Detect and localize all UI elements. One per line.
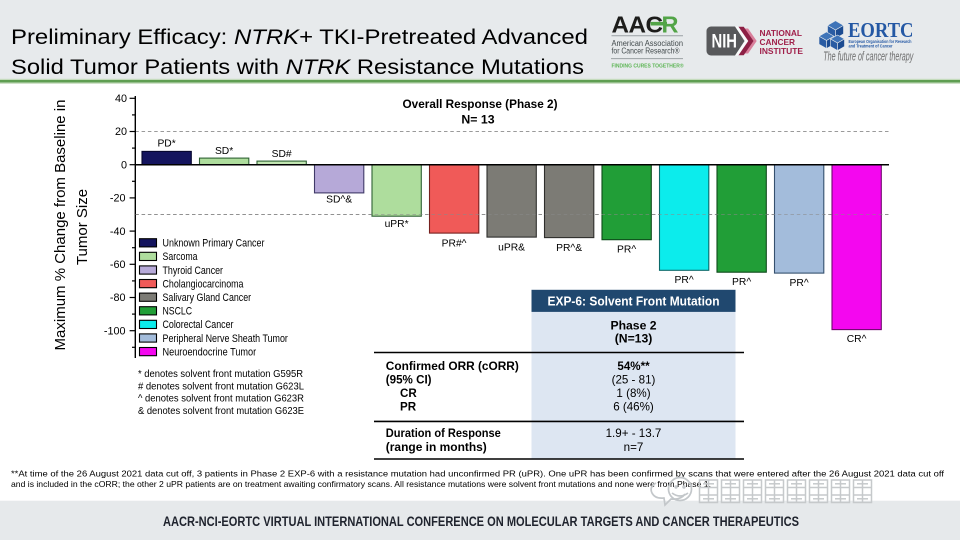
svg-text:R: R <box>662 11 679 37</box>
svg-text:The future of cancer therapy: The future of cancer therapy <box>823 50 913 64</box>
svg-text:# denotes solvent front mutati: # denotes solvent front mutation G623L <box>138 381 304 392</box>
svg-text:^ denotes solvent front mutati: ^ denotes solvent front mutation G623R <box>138 394 304 405</box>
svg-text:& denotes solvent front mutati: & denotes solvent front mutation G623E <box>138 406 304 417</box>
svg-text:EXP-6: Solvent Front Mutation: EXP-6: Solvent Front Mutation <box>548 295 720 309</box>
svg-text:INSTITUTE: INSTITUTE <box>760 47 804 56</box>
svg-text:PR#^: PR#^ <box>442 239 467 250</box>
svg-text:-100: -100 <box>104 325 126 337</box>
svg-text:Duration of Response: Duration of Response <box>386 427 502 440</box>
svg-text:Colorectal Cancer: Colorectal Cancer <box>163 319 234 331</box>
svg-text:PR^&: PR^& <box>556 243 582 254</box>
svg-text:-40: -40 <box>110 226 126 238</box>
svg-text:Tumor Size: Tumor Size <box>74 189 91 265</box>
svg-text:CR: CR <box>400 387 417 400</box>
svg-text:Salivary Gland Cancer: Salivary Gland Cancer <box>163 292 252 304</box>
svg-text:6 (46%): 6 (46%) <box>613 401 654 414</box>
svg-text:PR: PR <box>400 401 417 414</box>
svg-text:(95% CI): (95% CI) <box>386 373 432 386</box>
svg-text:EORTC: EORTC <box>848 18 914 42</box>
svg-text:* denotes solvent front mutati: * denotes solvent front mutation G595R <box>138 369 303 380</box>
svg-text:(range in months): (range in months) <box>386 441 487 454</box>
svg-text:PR^: PR^ <box>732 277 751 288</box>
svg-text:(25 - 81): (25 - 81) <box>612 373 656 386</box>
svg-text:PR^: PR^ <box>790 278 809 289</box>
svg-text:0: 0 <box>121 159 127 171</box>
svg-text:Neuroendocrine Tumor: Neuroendocrine Tumor <box>163 346 257 358</box>
svg-text:54%**: 54%** <box>617 360 650 373</box>
svg-text:SD*: SD* <box>215 146 233 157</box>
svg-text:for Cancer Research®: for Cancer Research® <box>612 46 681 56</box>
svg-text:1.9+ - 13.7: 1.9+ - 13.7 <box>606 427 662 440</box>
svg-text:N= 13: N= 13 <box>461 113 494 127</box>
svg-text:-20: -20 <box>110 193 126 205</box>
svg-text:uPR&: uPR& <box>498 243 525 254</box>
svg-text:CR^: CR^ <box>847 334 867 345</box>
svg-text:CANCER: CANCER <box>760 38 796 47</box>
svg-text:Solid Tumor Patients with NTRK: Solid Tumor Patients with NTRK Resistanc… <box>11 55 584 79</box>
svg-text:Unknown Primary Cancer: Unknown Primary Cancer <box>163 238 265 250</box>
svg-text:PD*: PD* <box>157 138 175 149</box>
svg-text:-80: -80 <box>110 292 126 304</box>
svg-text:PR^: PR^ <box>617 244 636 255</box>
svg-text:NATIONAL: NATIONAL <box>760 29 803 38</box>
svg-text:-60: -60 <box>110 259 126 271</box>
svg-text:Confirmed ORR (cORR): Confirmed ORR (cORR) <box>386 360 519 373</box>
svg-text:SD^&: SD^& <box>326 194 352 205</box>
svg-text:Maximum % Change from Baseline: Maximum % Change from Baseline in <box>52 100 69 351</box>
svg-text:American Association: American Association <box>612 38 684 48</box>
svg-text:Overall Response (Phase 2): Overall Response (Phase 2) <box>403 97 558 111</box>
svg-text:NSCLC: NSCLC <box>163 306 193 318</box>
svg-text:1 (8%): 1 (8%) <box>616 387 650 400</box>
svg-text:(N=13): (N=13) <box>615 332 653 346</box>
svg-text:Preliminary Efficacy: NTRK+ TK: Preliminary Efficacy: NTRK + TKI-Pretreat… <box>11 25 588 49</box>
svg-text:Thyroid Cancer: Thyroid Cancer <box>163 265 224 277</box>
svg-text:AACR-NCI-EORTC VIRTUAL INTERNA: AACR-NCI-EORTC VIRTUAL INTERNATIONAL CON… <box>163 514 799 529</box>
svg-text:and Treatment of Cancer: and Treatment of Cancer <box>849 44 893 49</box>
svg-text:40: 40 <box>115 93 127 105</box>
svg-text:PR^: PR^ <box>675 275 694 286</box>
svg-text:and is included in the cORR;: and is included in the cORR; the other 2… <box>11 480 711 489</box>
svg-text:uPR*: uPR* <box>385 219 409 230</box>
svg-text:FINDING CURES TOGETHER®: FINDING CURES TOGETHER® <box>612 62 685 69</box>
svg-text:European Organisation for Rese: European Organisation for Research <box>849 39 912 44</box>
svg-text:Sarcoma: Sarcoma <box>163 251 198 263</box>
svg-text:n=7: n=7 <box>624 441 644 454</box>
svg-text:20: 20 <box>115 126 127 138</box>
svg-text:SD#: SD# <box>272 149 292 160</box>
svg-text:Peripheral Nerve Sheath Tumor: Peripheral Nerve Sheath Tumor <box>163 333 289 345</box>
svg-text:**At time of the 26 August 202: **At time of the 26 August 2021 data cut… <box>11 470 945 479</box>
svg-text:Cholangiocarcinoma: Cholangiocarcinoma <box>163 278 244 290</box>
svg-text:NIH: NIH <box>712 31 738 52</box>
svg-text:Phase 2: Phase 2 <box>610 319 656 333</box>
